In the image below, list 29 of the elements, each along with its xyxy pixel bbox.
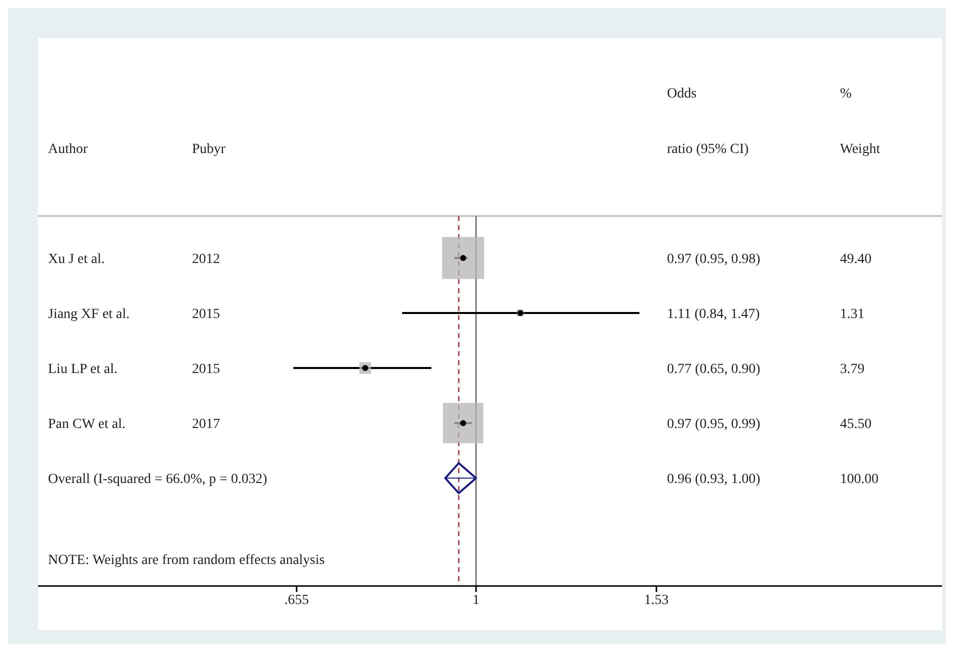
- annotation: 1.31: [840, 306, 864, 322]
- text: Odds: [667, 86, 697, 102]
- y-tick-label: Jiang XF et al.: [48, 306, 130, 322]
- y-tick-label: Xu J et al.: [48, 252, 105, 267]
- text: Weight: [840, 142, 880, 157]
- annotation: 100.00: [840, 472, 878, 488]
- x-tick-label: 1.53: [644, 592, 669, 608]
- annotation: 2015: [192, 306, 220, 322]
- annotation: 2012: [192, 252, 220, 267]
- y-tick-label: Liu LP et al.: [48, 362, 118, 377]
- annotation: 49.40: [840, 252, 872, 267]
- annotation: 45.50: [840, 416, 872, 432]
- text: Author: [48, 142, 88, 157]
- annotation: 1.11 (0.84, 1.47): [667, 306, 760, 322]
- annotation: 3.79: [840, 362, 864, 377]
- annotation: 0.97 (0.95, 0.99): [667, 416, 761, 432]
- text: ratio (95% CI): [667, 142, 749, 157]
- y-tick-label: Pan CW et al.: [48, 416, 126, 432]
- x-tick-label: 1: [472, 592, 480, 608]
- annotation: 0.77 (0.65, 0.90): [667, 362, 761, 377]
- x-tick-label: .655: [284, 592, 309, 608]
- annotation: 0.96 (0.93, 1.00): [667, 472, 761, 488]
- text: Pubyr: [192, 142, 226, 157]
- text: %: [840, 86, 852, 102]
- annotation: 2015: [192, 362, 220, 377]
- y-tick-label: Overall (I-squared = 66.0%, p = 0.032): [48, 472, 268, 488]
- text: NOTE: Weights are from random effects analysis: [48, 552, 325, 568]
- annotation: 0.97 (0.95, 0.98): [667, 252, 761, 267]
- annotation: 2017: [192, 416, 220, 432]
